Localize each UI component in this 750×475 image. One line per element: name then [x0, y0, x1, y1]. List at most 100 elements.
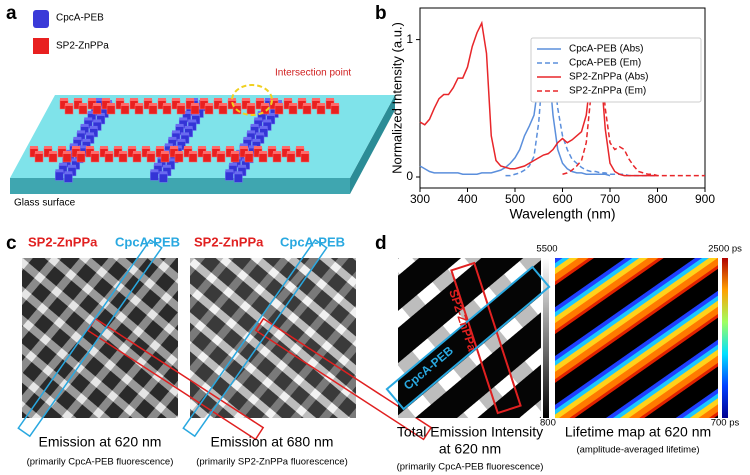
protein [64, 104, 74, 115]
protein-top [64, 171, 73, 175]
protein-top [254, 146, 262, 149]
protein [188, 152, 198, 163]
protein-top [259, 125, 268, 129]
x-axis-label: Wavelength (nm) [509, 206, 615, 222]
protein-top [55, 169, 64, 173]
glass-side [350, 95, 395, 194]
protein-top [225, 169, 234, 173]
protein-top [84, 117, 93, 121]
protein-top [195, 106, 204, 110]
protein-top [243, 136, 252, 140]
stripe-box [254, 317, 433, 441]
protein-top [282, 146, 290, 149]
x-tick-label: 800 [647, 192, 667, 206]
protein-top [303, 103, 311, 106]
surface-label: Glass surface [14, 198, 76, 209]
protein [160, 152, 170, 163]
protein [244, 152, 254, 163]
caption: Emission at 680 nm [211, 434, 334, 450]
protein-top [49, 151, 57, 154]
protein-top [168, 136, 177, 140]
scale-max: 5500 [536, 244, 557, 255]
protein-top [261, 103, 269, 106]
protein [288, 104, 298, 115]
protein [225, 171, 234, 181]
protein-top [78, 145, 87, 149]
stripe-box [182, 238, 328, 438]
protein-top [247, 103, 255, 106]
protein [286, 152, 296, 163]
protein-top [248, 145, 257, 149]
protein-top [287, 151, 295, 154]
panel-label: b [375, 3, 387, 24]
x-tick-label: 300 [410, 192, 430, 206]
colorbar [543, 258, 549, 418]
protein-top [166, 158, 175, 162]
protein [106, 104, 116, 115]
protein-top [263, 119, 272, 123]
stripe-box [385, 265, 551, 411]
protein-top [265, 98, 273, 101]
protein-top [170, 146, 178, 149]
protein [234, 173, 243, 183]
caption: Emission at 620 nm [39, 434, 162, 450]
protein-top [163, 103, 171, 106]
protein [90, 152, 100, 163]
protein-top [229, 162, 237, 166]
protein-top [228, 98, 236, 101]
subcaption: (amplitude-averaged lifetime) [576, 445, 699, 456]
protein-top [247, 130, 255, 134]
protein-top [240, 146, 248, 149]
protein-top [59, 162, 67, 166]
colorbar [722, 258, 728, 418]
protein-top [130, 98, 138, 101]
protein-top [107, 103, 115, 106]
protein-top [270, 98, 278, 101]
protein-top [191, 103, 199, 106]
protein-top [86, 146, 94, 149]
protein [34, 152, 44, 163]
intensity-map [398, 258, 541, 418]
series-line [505, 39, 658, 177]
protein-top [158, 98, 166, 101]
protein-top [77, 130, 85, 134]
protein [148, 104, 158, 115]
protein [62, 152, 72, 163]
legend-label: SP2-ZnPPa (Em) [569, 86, 646, 97]
protein-top [254, 117, 263, 121]
protein [202, 152, 212, 163]
legend-label: CpcA-PEB (Em) [569, 58, 641, 69]
panel-label: a [6, 3, 17, 24]
protein [159, 173, 168, 183]
protein-top [289, 103, 297, 106]
protein-top [189, 151, 197, 154]
protein [258, 152, 268, 163]
panel-d: SP2-ZnPPa CpcA-PEB 5500 800 Total Emissi… [385, 244, 742, 473]
protein-top [93, 119, 102, 123]
protein [118, 152, 128, 163]
protein-top [296, 146, 304, 149]
protein-top [182, 110, 191, 114]
protein-top [177, 138, 186, 142]
protein-top [60, 98, 68, 101]
x-tick-label: 900 [695, 192, 715, 206]
protein-top [239, 143, 248, 147]
protein-top [326, 98, 334, 101]
protein-top [65, 103, 73, 106]
protein [162, 104, 172, 115]
legend-label: CpcA-PEB (Abs) [569, 44, 643, 55]
protein-top [256, 98, 264, 101]
protein-top [186, 98, 194, 101]
protein [216, 152, 226, 163]
protein [64, 173, 73, 183]
protein-top [58, 146, 66, 149]
protein-top [144, 98, 152, 101]
panel-a: CpcA-PEB SP2-ZnPPa Intersection point Gl… [10, 10, 395, 209]
series-line [562, 41, 705, 177]
scale-min: 700 ps [711, 418, 740, 429]
protein-top [175, 151, 183, 154]
protein-top [82, 138, 91, 142]
protein-top [172, 130, 180, 134]
protein [150, 171, 159, 181]
protein-top [175, 123, 184, 127]
